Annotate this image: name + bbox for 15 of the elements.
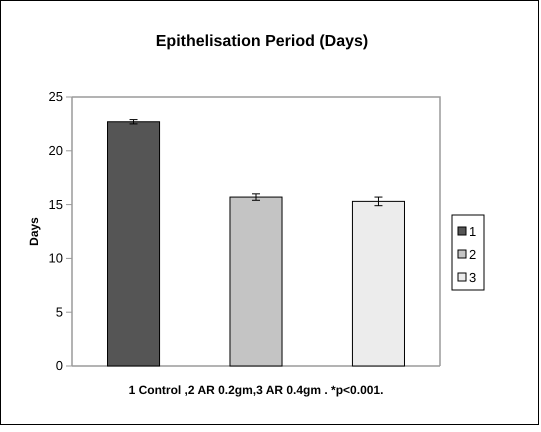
bar bbox=[352, 200, 405, 366]
y-tick-label: 20 bbox=[48, 142, 63, 158]
y-tick-label: 15 bbox=[48, 196, 63, 212]
y-tick-label: 25 bbox=[48, 89, 63, 104]
y-tick-label: 0 bbox=[56, 358, 63, 374]
legend-label: 2 bbox=[469, 247, 476, 262]
bar bbox=[229, 196, 283, 366]
x-axis-title: 1 Control ,2 AR 0.2gm,3 AR 0.4gm . *p<0.001. bbox=[128, 383, 384, 397]
legend-label: 1 bbox=[469, 224, 476, 239]
y-tick-label: 10 bbox=[48, 250, 63, 266]
chart-title: Epithelisation Period (Days) bbox=[156, 33, 368, 50]
legend-label: 3 bbox=[469, 270, 476, 285]
bar bbox=[107, 121, 160, 366]
y-axis-title: Days bbox=[27, 216, 41, 246]
y-tick-label: 5 bbox=[56, 304, 63, 320]
